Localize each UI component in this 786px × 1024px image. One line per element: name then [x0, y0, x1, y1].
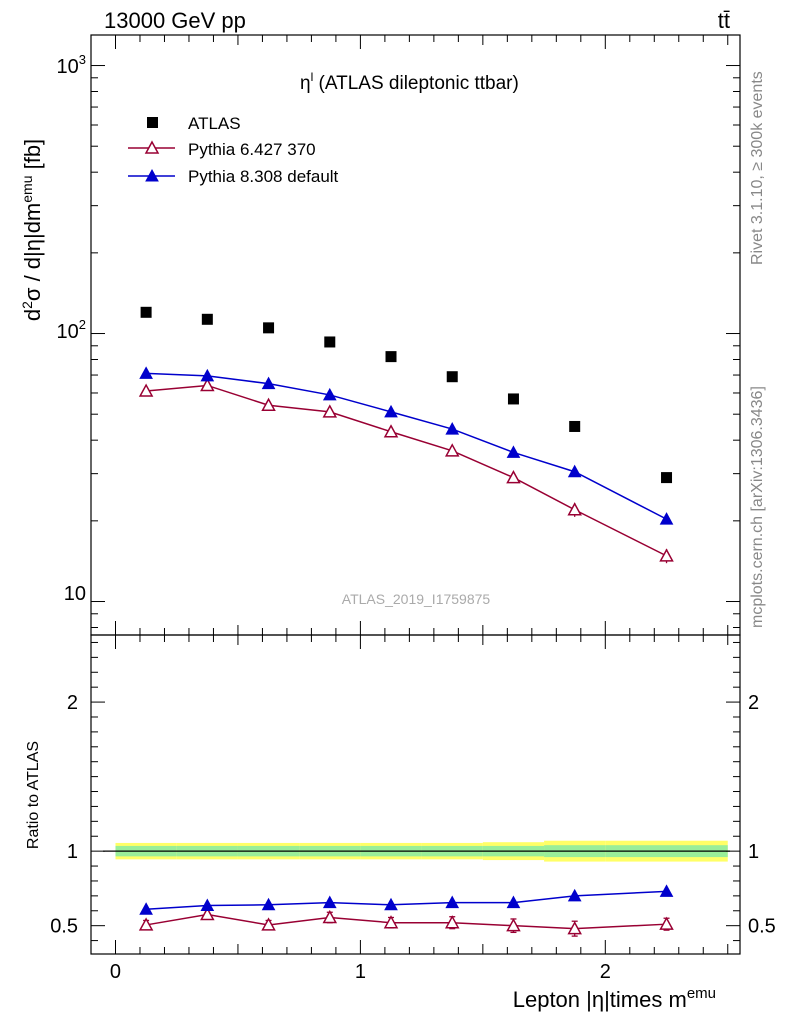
ratio-panel-frame [90, 634, 741, 955]
x-tick-label: 1 [355, 961, 366, 983]
main-panel-ticks [90, 35, 740, 635]
x-axis-label: Lepton |η|times memu [513, 985, 716, 1012]
ratio-point-pythia8 [506, 895, 521, 909]
point-pythia6 [659, 548, 674, 562]
point-pythia6 [383, 424, 399, 438]
series-line-pythia8 [146, 372, 667, 520]
legend-label-pythia6: Pythia 6.427 370 [188, 140, 316, 159]
main-y-axis-label: d2σ / d|η|dmemu [fb] [19, 139, 45, 321]
ratio-point-pythia6 [567, 921, 582, 935]
point-atlas [201, 313, 213, 325]
ratio-point-pythia6 [444, 915, 460, 929]
ratio-point-pythia8 [322, 895, 337, 909]
main-panel: 10 102 103 d2σ / d|η|dmemu [fb] ηl (ATLA… [19, 34, 741, 636]
point-pythia8 [200, 368, 215, 382]
point-pythia6 [322, 404, 338, 418]
ratio-point-pythia6 [200, 906, 215, 921]
point-atlas [385, 351, 397, 363]
main-panel-series [138, 306, 674, 564]
legend-label-atlas: ATLAS [188, 114, 241, 133]
ratio-y-tick-label: 2 [67, 692, 78, 714]
process-label: tt̄ [718, 8, 730, 33]
y-tick-label-10: 10 [64, 583, 86, 605]
ratio-point-pythia8 [261, 897, 276, 911]
legend-marker-atlas [147, 117, 158, 128]
point-pythia6 [138, 383, 154, 397]
ratio-point-pythia6 [261, 917, 276, 931]
point-atlas [661, 472, 673, 484]
point-pythia6 [444, 443, 460, 457]
ratio-point-pythia8 [445, 895, 460, 909]
point-pythia8 [659, 512, 674, 525]
ratio-y-tick-label-right: 1 [748, 841, 759, 863]
point-pythia6 [567, 502, 582, 516]
ratio-y-axis-label: Ratio to ATLAS [25, 741, 42, 849]
ratio-panel-ticks [90, 635, 740, 954]
ratio-point-pythia6 [506, 918, 521, 932]
ratio-point-pythia8 [139, 902, 153, 915]
point-pythia6 [200, 377, 215, 392]
point-pythia8 [322, 387, 337, 401]
legend-label-pythia8: Pythia 8.308 default [188, 167, 339, 186]
y-tick-label-1000: 103 [57, 52, 86, 78]
x-tick-label: 2 [600, 961, 611, 983]
point-atlas [140, 306, 152, 318]
point-pythia8 [506, 445, 521, 458]
ratio-point-pythia8 [384, 897, 398, 911]
ratio-point-pythia8 [200, 898, 215, 912]
analysis-id-watermark: ATLAS_2019_I1759875 [342, 591, 491, 607]
point-pythia6 [506, 470, 521, 484]
ratio-y-tick-label: 1 [67, 841, 78, 863]
ratio-point-pythia6 [138, 917, 154, 931]
ratio-panel-series [138, 884, 674, 937]
legend-marker-pythia8 [145, 168, 159, 182]
main-y-tick-labels: 10 102 103 [57, 52, 86, 605]
point-atlas [569, 420, 581, 432]
ratio-y-tick-label-right: 0.5 [748, 916, 776, 938]
legend-marker-pythia6 [144, 140, 160, 154]
ratio-point-pythia8 [659, 884, 674, 897]
point-pythia8 [139, 366, 153, 379]
beam-label: 13000 GeV pp [104, 8, 246, 33]
ratio-tick-labels: 0.5 0.5 1 1 2 2 0 1 2 [50, 692, 776, 983]
point-pythia8 [567, 464, 582, 478]
point-pythia6 [261, 397, 276, 411]
ratio-y-tick-label: 0.5 [50, 916, 78, 938]
ratio-point-pythia8 [567, 888, 582, 902]
main-plot-title: ηl (ATLAS dileptonic ttbar) [300, 70, 519, 94]
x-tick-label: 0 [110, 961, 121, 983]
ratio-point-pythia6 [659, 916, 674, 930]
ratio-panel: 0.5 0.5 1 1 2 2 0 1 2 Ratio to ATLAS Lepton |η|t… [25, 634, 776, 1012]
ratio-y-tick-label-right: 2 [748, 692, 759, 714]
point-pythia8 [445, 422, 460, 435]
ratio-line-pythia6 [145, 913, 667, 930]
legend: ATLAS Pythia 6.427 370 Pythia 8.308 defa… [128, 114, 339, 186]
ratio-line-pythia8 [146, 890, 667, 911]
point-atlas [324, 336, 336, 348]
point-atlas [446, 371, 458, 383]
point-atlas [263, 322, 275, 334]
series-line-pythia6 [146, 384, 667, 557]
y-tick-label-100: 102 [57, 317, 86, 343]
ratio-point-pythia6 [322, 909, 338, 924]
mcplots-label: mcplots.cern.ch [arXiv:1306.3436] [749, 386, 766, 628]
point-atlas [507, 393, 519, 405]
ratio-point-pythia6 [383, 915, 399, 929]
rivet-version-label: Rivet 3.1.10, ≥ 300k events [749, 71, 766, 265]
point-pythia8 [261, 376, 276, 390]
point-pythia8 [384, 404, 398, 418]
